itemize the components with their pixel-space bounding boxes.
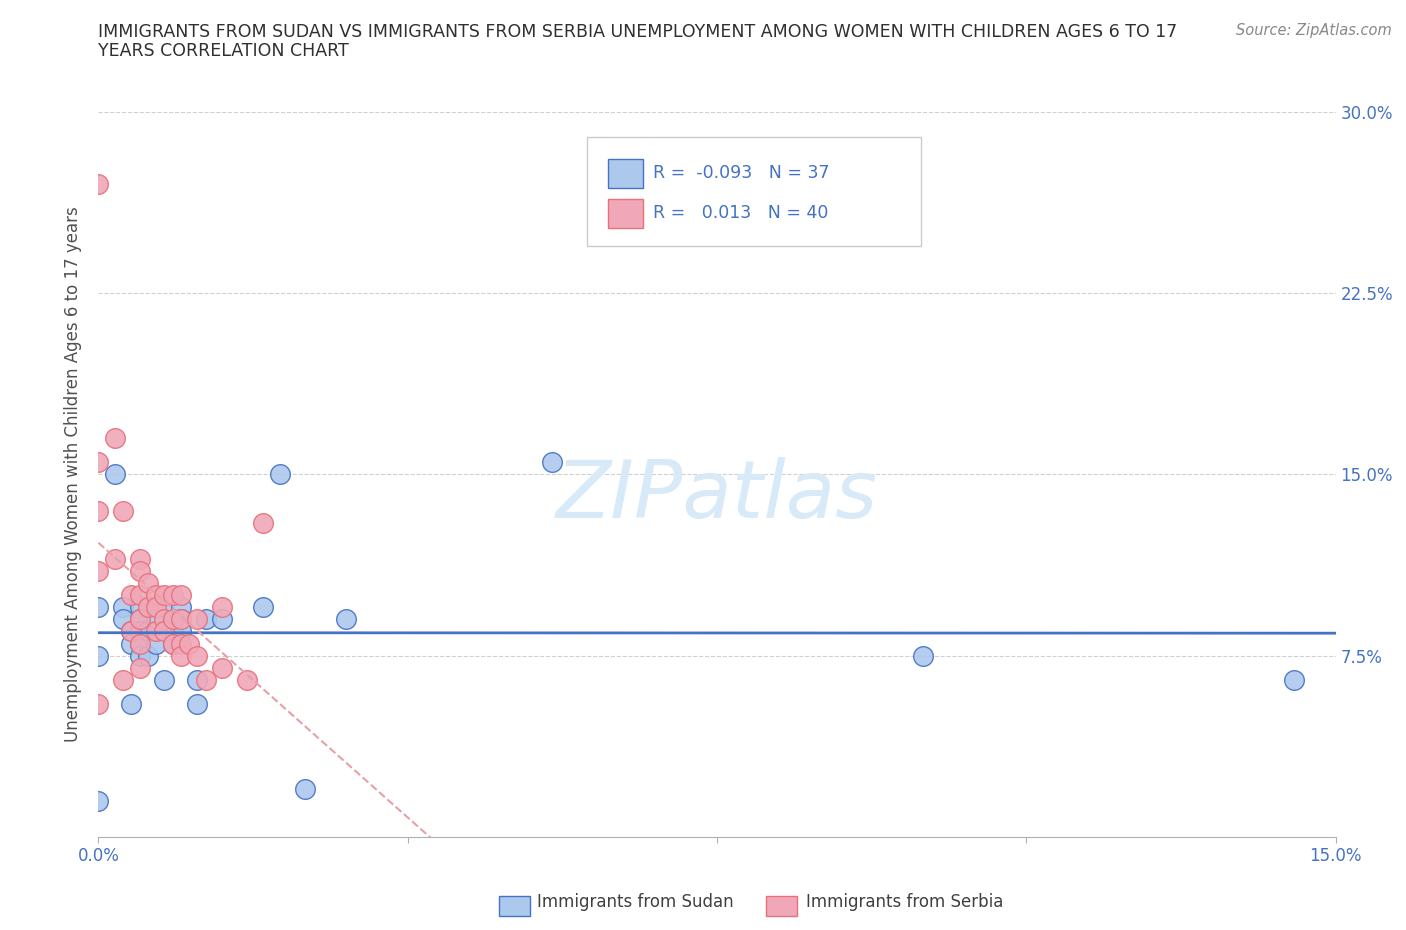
Point bbox=[252, 515, 274, 530]
Point bbox=[179, 636, 201, 651]
Point bbox=[145, 624, 167, 639]
Point bbox=[136, 648, 159, 663]
Point bbox=[153, 672, 176, 687]
Point bbox=[541, 455, 564, 470]
Point bbox=[162, 612, 184, 627]
Point bbox=[162, 636, 184, 651]
Point bbox=[87, 564, 110, 578]
Point bbox=[128, 564, 150, 578]
Point bbox=[128, 612, 150, 627]
Point bbox=[104, 431, 127, 445]
Point bbox=[162, 636, 184, 651]
Point bbox=[112, 672, 135, 687]
Point bbox=[87, 177, 110, 192]
Point bbox=[186, 612, 208, 627]
Point bbox=[145, 600, 167, 615]
Point bbox=[136, 624, 159, 639]
Point bbox=[912, 648, 935, 663]
Point bbox=[87, 648, 110, 663]
Point bbox=[112, 600, 135, 615]
Point bbox=[194, 612, 217, 627]
Point bbox=[153, 588, 176, 603]
Point bbox=[104, 551, 127, 566]
Text: Immigrants from Serbia: Immigrants from Serbia bbox=[806, 893, 1002, 911]
Point bbox=[120, 624, 142, 639]
Text: R =   0.013   N = 40: R = 0.013 N = 40 bbox=[652, 205, 828, 222]
Point bbox=[211, 612, 233, 627]
Point bbox=[335, 612, 357, 627]
Point bbox=[145, 612, 167, 627]
Point bbox=[128, 600, 150, 615]
Point bbox=[128, 636, 150, 651]
Point bbox=[170, 588, 193, 603]
Point bbox=[104, 467, 127, 482]
Point bbox=[120, 697, 142, 711]
Point bbox=[153, 612, 176, 627]
Point bbox=[170, 648, 193, 663]
Point bbox=[128, 648, 150, 663]
Point bbox=[186, 672, 208, 687]
Point bbox=[186, 697, 208, 711]
Point bbox=[294, 781, 316, 796]
Point bbox=[211, 600, 233, 615]
Point bbox=[153, 600, 176, 615]
FancyBboxPatch shape bbox=[588, 137, 921, 246]
Text: Source: ZipAtlas.com: Source: ZipAtlas.com bbox=[1236, 23, 1392, 38]
Point bbox=[170, 612, 193, 627]
Point bbox=[112, 503, 135, 518]
Point bbox=[128, 551, 150, 566]
Bar bbox=[609, 159, 643, 188]
Text: R =  -0.093   N = 37: R = -0.093 N = 37 bbox=[652, 165, 830, 182]
Point bbox=[186, 648, 208, 663]
Point bbox=[120, 624, 142, 639]
Text: ZIPatlas: ZIPatlas bbox=[555, 457, 879, 535]
Point bbox=[120, 636, 142, 651]
Point bbox=[136, 576, 159, 591]
Point bbox=[87, 455, 110, 470]
Point bbox=[87, 697, 110, 711]
Point bbox=[162, 588, 184, 603]
Point bbox=[87, 793, 110, 808]
Text: Immigrants from Sudan: Immigrants from Sudan bbox=[537, 893, 734, 911]
Point bbox=[236, 672, 259, 687]
Point bbox=[87, 503, 110, 518]
Point bbox=[128, 612, 150, 627]
Point bbox=[128, 588, 150, 603]
Point bbox=[128, 636, 150, 651]
Y-axis label: Unemployment Among Women with Children Ages 6 to 17 years: Unemployment Among Women with Children A… bbox=[65, 206, 83, 742]
Point bbox=[153, 624, 176, 639]
Bar bbox=[609, 199, 643, 228]
Point bbox=[128, 624, 150, 639]
Point bbox=[170, 636, 193, 651]
Point bbox=[1284, 672, 1306, 687]
Point bbox=[145, 588, 167, 603]
Point bbox=[170, 612, 193, 627]
Text: YEARS CORRELATION CHART: YEARS CORRELATION CHART bbox=[98, 42, 349, 60]
Point bbox=[269, 467, 291, 482]
Point bbox=[170, 624, 193, 639]
Point bbox=[128, 624, 150, 639]
Point bbox=[162, 624, 184, 639]
Point bbox=[128, 660, 150, 675]
Point bbox=[120, 588, 142, 603]
Point bbox=[136, 600, 159, 615]
Point bbox=[145, 636, 167, 651]
Text: IMMIGRANTS FROM SUDAN VS IMMIGRANTS FROM SERBIA UNEMPLOYMENT AMONG WOMEN WITH CH: IMMIGRANTS FROM SUDAN VS IMMIGRANTS FROM… bbox=[98, 23, 1178, 41]
Point bbox=[194, 672, 217, 687]
Point bbox=[112, 612, 135, 627]
Point bbox=[211, 660, 233, 675]
Point bbox=[252, 600, 274, 615]
Point bbox=[170, 600, 193, 615]
Point bbox=[87, 600, 110, 615]
